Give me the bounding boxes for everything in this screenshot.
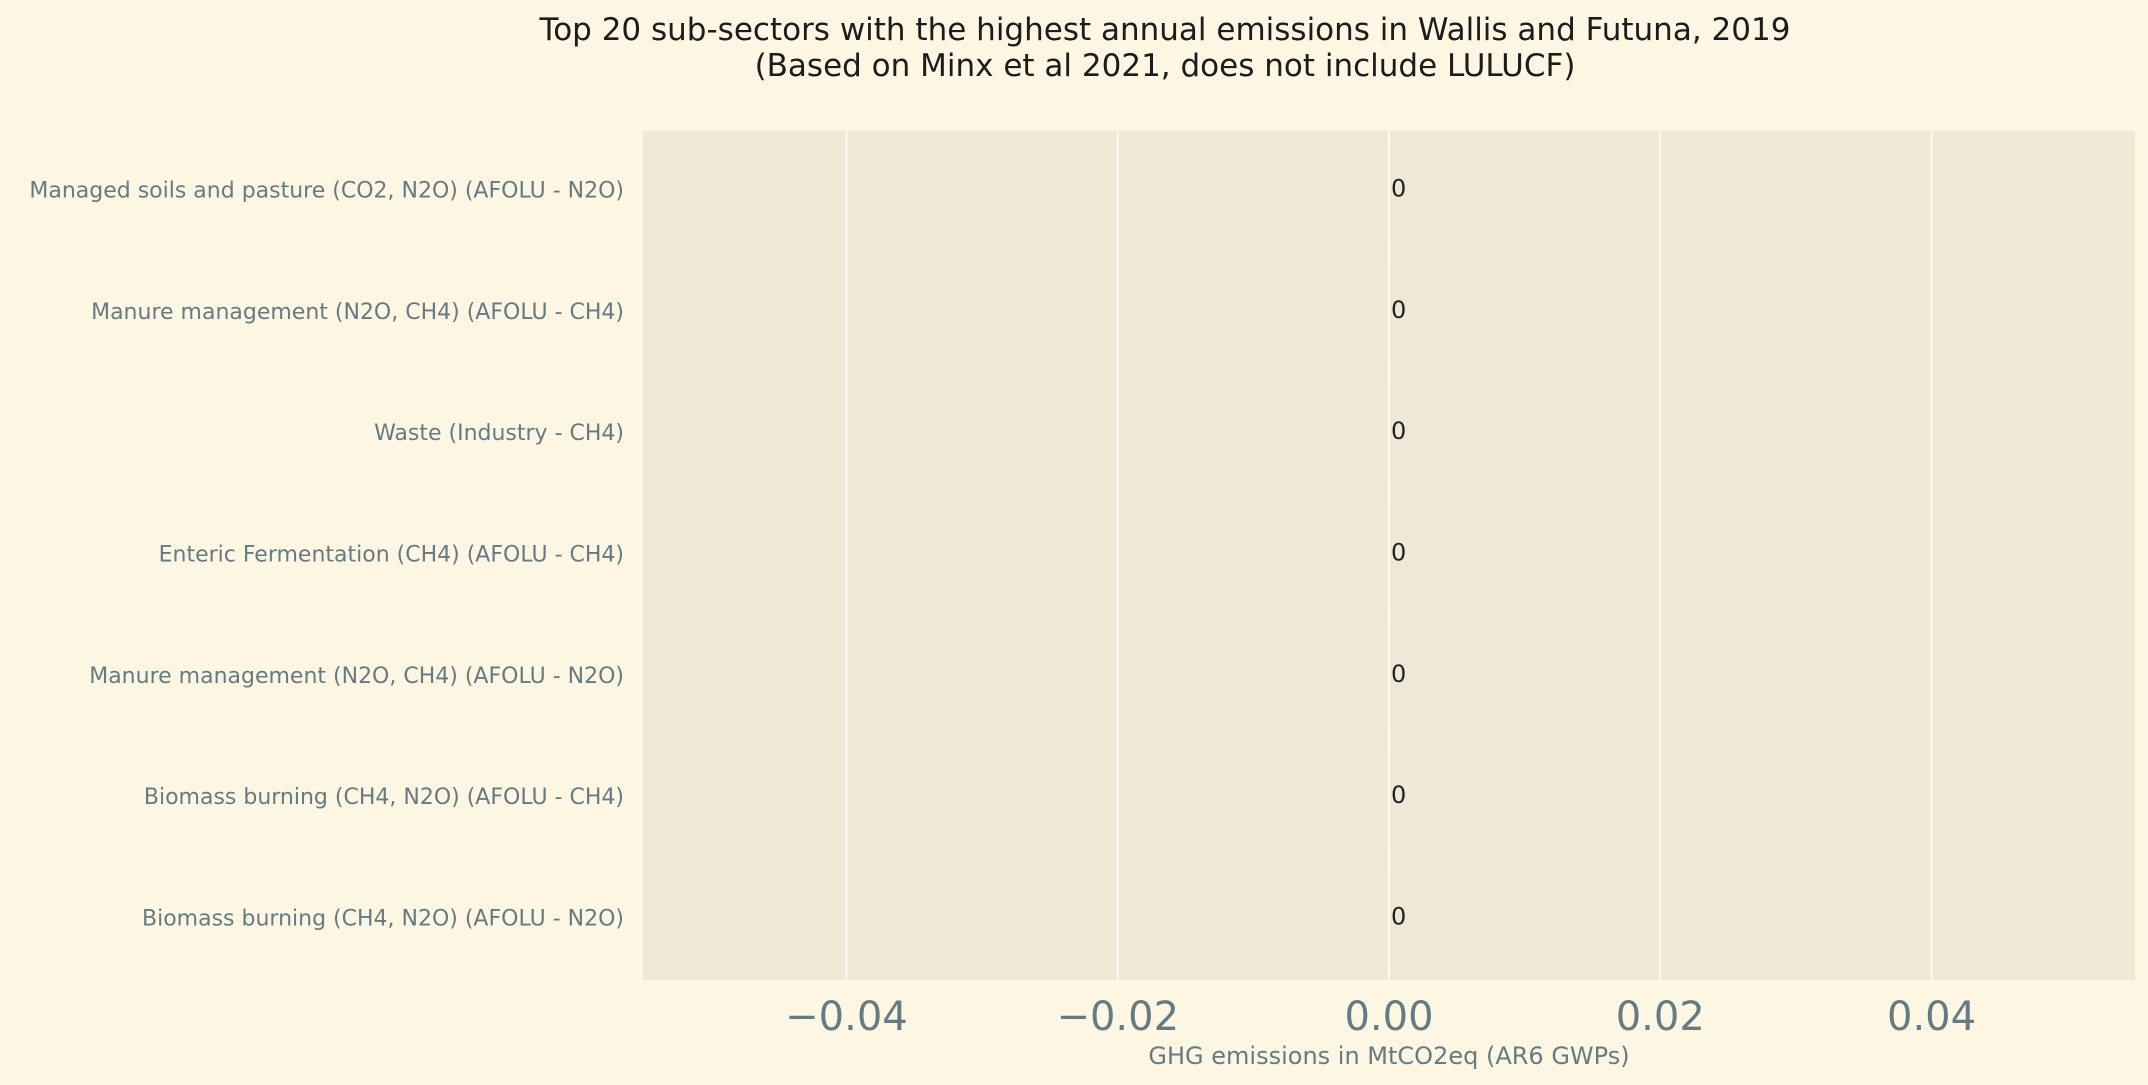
category-label: Enteric Fermentation (CH4) (AFOLU - CH4) xyxy=(159,543,624,568)
category-label: Managed soils and pasture (CO2, N2O) (AF… xyxy=(29,179,624,204)
category-label: Biomass burning (CH4, N2O) (AFOLU - CH4) xyxy=(144,785,624,810)
x-tick-labels: −0.04 −0.02 0.00 0.02 0.04 xyxy=(785,994,1976,1040)
chart-title: Top 20 sub-sectors with the highest annu… xyxy=(539,12,1791,48)
category-label: Waste (Industry - CH4) xyxy=(374,421,624,446)
data-label: 0 xyxy=(1391,175,1406,203)
bars: 0 0 0 0 0 0 0 xyxy=(1389,143,1406,968)
data-label: 0 xyxy=(1391,417,1406,445)
category-label: Manure management (N2O, CH4) (AFOLU - N2… xyxy=(89,664,624,689)
x-tick-label: 0.04 xyxy=(1887,994,1976,1040)
data-label: 0 xyxy=(1391,781,1406,809)
chart-subtitle: (Based on Minx et al 2021, does not incl… xyxy=(755,48,1576,84)
data-label: 0 xyxy=(1391,296,1406,324)
x-tick-label: −0.04 xyxy=(785,994,908,1040)
data-label: 0 xyxy=(1391,902,1406,930)
x-tick-label: 0.02 xyxy=(1616,994,1705,1040)
category-label: Manure management (N2O, CH4) (AFOLU - CH… xyxy=(91,300,624,325)
x-tick-label: −0.02 xyxy=(1056,994,1179,1040)
category-labels: Managed soils and pasture (CO2, N2O) (AF… xyxy=(29,179,624,932)
x-axis-label: GHG emissions in MtCO2eq (AR6 GWPs) xyxy=(1148,1042,1629,1070)
data-label: 0 xyxy=(1391,539,1406,567)
category-label: Biomass burning (CH4, N2O) (AFOLU - N2O) xyxy=(142,906,624,931)
data-label: 0 xyxy=(1391,660,1406,688)
x-tick-label: 0.00 xyxy=(1344,994,1433,1040)
